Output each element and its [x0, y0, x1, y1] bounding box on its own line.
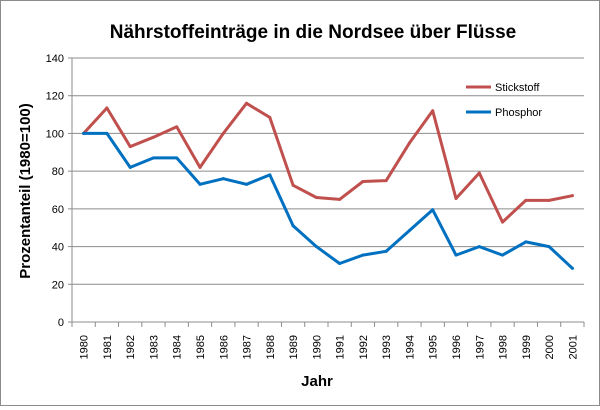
- data-point: [431, 208, 435, 212]
- data-point: [151, 135, 155, 139]
- data-point: [105, 106, 109, 110]
- data-point: [198, 182, 202, 186]
- y-tick-label: 80: [52, 166, 64, 178]
- data-point: [268, 115, 272, 119]
- data-point: [361, 253, 365, 257]
- data-point: [547, 198, 551, 202]
- x-tick-label: 1981: [102, 335, 114, 359]
- x-tick-label: 1987: [242, 335, 254, 359]
- y-tick-label: 140: [46, 53, 64, 65]
- y-tick-label: 20: [52, 279, 64, 291]
- x-tick-label: 1990: [311, 335, 323, 359]
- data-point: [221, 177, 225, 181]
- legend: Stickstoff Phosphor: [466, 82, 542, 119]
- data-point: [454, 196, 458, 200]
- x-tick-label: 1985: [195, 335, 207, 359]
- data-point: [407, 229, 411, 233]
- y-tick-labels: 0 20 40 60 80 100 120 140: [46, 53, 64, 329]
- x-tick-label: 1992: [358, 335, 370, 359]
- y-axis-title: Prozentanteil (1980=100): [17, 103, 34, 279]
- x-tick-label: 1995: [428, 335, 440, 359]
- data-point: [524, 240, 528, 244]
- data-point: [314, 245, 318, 249]
- data-point: [268, 173, 272, 177]
- data-point: [477, 245, 481, 249]
- y-tick-label: 100: [46, 128, 64, 140]
- x-tick-label: 2001: [567, 335, 579, 359]
- x-tick-label: 1996: [451, 335, 463, 359]
- data-point: [407, 141, 411, 145]
- data-point: [314, 196, 318, 200]
- data-point: [338, 262, 342, 266]
- data-point: [198, 165, 202, 169]
- x-tick-label: 1989: [288, 335, 300, 359]
- data-point: [361, 180, 365, 184]
- x-axis-title: Jahr: [301, 373, 333, 390]
- legend-label: Phosphor: [495, 107, 542, 119]
- series-line-phosphor: [82, 131, 574, 270]
- x-tick-label: 1980: [79, 335, 91, 359]
- data-point: [291, 183, 295, 187]
- x-tick-label: 1994: [404, 335, 416, 359]
- data-point: [524, 198, 528, 202]
- data-point: [245, 101, 249, 105]
- y-tick-label: 40: [52, 242, 64, 254]
- y-tick-label: 60: [52, 204, 64, 216]
- data-point: [477, 171, 481, 175]
- x-tick-label: 2000: [544, 335, 556, 359]
- data-point: [128, 165, 132, 169]
- data-point: [431, 109, 435, 113]
- data-point: [384, 179, 388, 183]
- axes: [68, 57, 585, 327]
- x-tick-label: 1982: [125, 335, 137, 359]
- data-point: [501, 253, 505, 257]
- x-tick-label: 1998: [498, 335, 510, 359]
- series-lines: [82, 101, 574, 270]
- x-tick-label: 1983: [148, 335, 160, 359]
- data-point: [221, 131, 225, 135]
- data-point: [570, 194, 574, 198]
- data-point: [175, 156, 179, 160]
- grid-lines: [72, 57, 584, 285]
- x-tick-label: 1991: [335, 335, 347, 359]
- data-point: [291, 224, 295, 228]
- data-point: [105, 131, 109, 135]
- data-point: [570, 266, 574, 270]
- legend-label: Stickstoff: [495, 82, 540, 94]
- x-tick-labels: 1980 1981 1982 1983 1984 1985 1986 1987 1988 1989…: [79, 335, 580, 359]
- data-point: [175, 125, 179, 129]
- data-point: [338, 197, 342, 201]
- y-tick-label: 120: [46, 91, 64, 103]
- x-tick-label: 1986: [218, 335, 230, 359]
- x-tick-label: 1984: [172, 335, 184, 359]
- x-tick-label: 1997: [474, 335, 486, 359]
- series-line-stickstoff: [82, 101, 574, 224]
- x-tick-label: 1988: [265, 335, 277, 359]
- y-tick-label: 0: [58, 317, 64, 329]
- x-tick-label: 1999: [521, 335, 533, 359]
- data-point: [384, 249, 388, 253]
- data-point: [547, 245, 551, 249]
- data-point: [245, 182, 249, 186]
- chart-title: Nährstoffeinträge in die Nordsee über Fl…: [110, 22, 516, 43]
- x-tick-label: 1993: [381, 335, 393, 359]
- data-point: [82, 131, 86, 135]
- data-point: [128, 145, 132, 149]
- data-point: [501, 220, 505, 224]
- data-point: [151, 156, 155, 160]
- data-point: [454, 253, 458, 257]
